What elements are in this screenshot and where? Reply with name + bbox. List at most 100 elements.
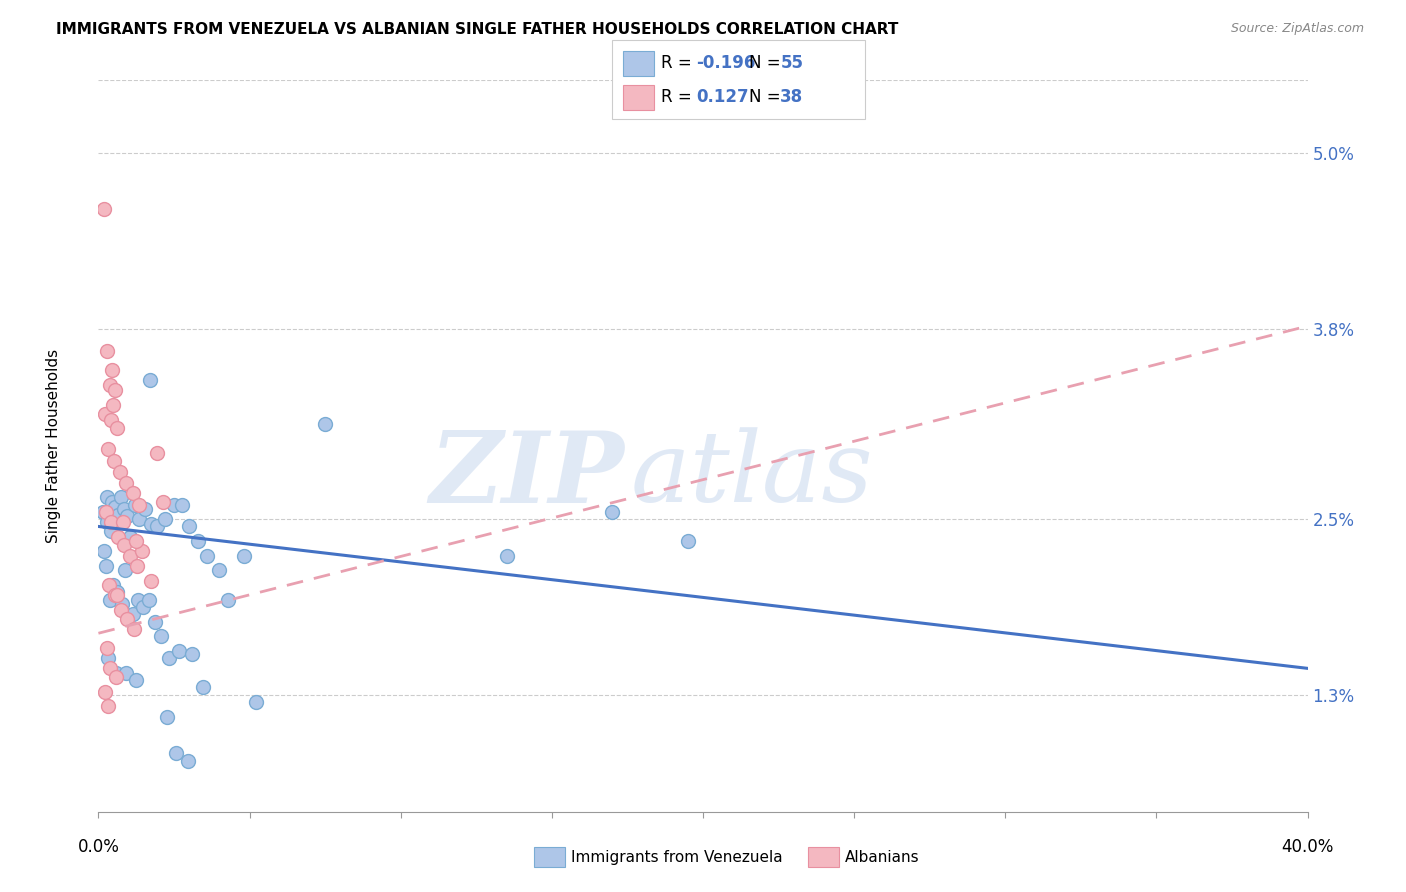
Point bbox=[110, 603, 132, 617]
Point bbox=[105, 588, 128, 602]
Point bbox=[122, 607, 145, 622]
Point bbox=[187, 534, 209, 549]
Point bbox=[153, 512, 176, 526]
Point bbox=[146, 519, 169, 533]
Point bbox=[104, 670, 127, 684]
Point bbox=[94, 558, 117, 573]
Point bbox=[120, 549, 142, 563]
Point bbox=[101, 494, 124, 508]
Point bbox=[124, 498, 146, 512]
Text: 0.127: 0.127 bbox=[696, 88, 748, 106]
Point bbox=[108, 466, 131, 480]
Point bbox=[232, 549, 254, 563]
Point bbox=[131, 544, 153, 558]
Point bbox=[97, 442, 120, 456]
Point bbox=[141, 516, 163, 531]
Point bbox=[96, 343, 118, 358]
Text: Source: ZipAtlas.com: Source: ZipAtlas.com bbox=[1230, 22, 1364, 36]
Point bbox=[98, 661, 121, 675]
Point bbox=[104, 384, 127, 398]
Point bbox=[107, 508, 129, 522]
Point bbox=[195, 549, 218, 563]
Point bbox=[141, 574, 163, 588]
Point bbox=[101, 398, 124, 412]
Point bbox=[107, 530, 129, 544]
Text: N =: N = bbox=[749, 88, 786, 106]
Point bbox=[110, 490, 132, 504]
Point bbox=[98, 578, 121, 592]
Point bbox=[94, 685, 117, 699]
Point bbox=[165, 746, 187, 760]
Point bbox=[132, 599, 155, 614]
Point bbox=[120, 530, 142, 544]
Point bbox=[105, 421, 128, 435]
Text: N =: N = bbox=[749, 54, 786, 72]
Text: Single Father Households: Single Father Households bbox=[46, 349, 60, 543]
Point bbox=[112, 539, 135, 553]
Point bbox=[170, 498, 193, 512]
Point bbox=[104, 588, 127, 602]
Text: 0.0%: 0.0% bbox=[77, 838, 120, 856]
Point bbox=[191, 681, 214, 695]
Point bbox=[101, 578, 124, 592]
Point bbox=[167, 644, 190, 658]
Point bbox=[139, 373, 162, 387]
Point bbox=[115, 509, 138, 524]
Point bbox=[122, 622, 145, 636]
Text: R =: R = bbox=[661, 54, 697, 72]
Point bbox=[105, 585, 128, 599]
Point bbox=[143, 615, 166, 629]
Point bbox=[176, 754, 198, 768]
Point bbox=[495, 549, 517, 563]
Point bbox=[128, 512, 150, 526]
Point bbox=[115, 612, 138, 626]
Point bbox=[127, 558, 149, 573]
Point bbox=[128, 498, 150, 512]
Point bbox=[93, 202, 115, 216]
Point bbox=[91, 505, 114, 519]
Point bbox=[122, 485, 145, 500]
Point bbox=[138, 592, 160, 607]
Point bbox=[112, 515, 135, 529]
Text: IMMIGRANTS FROM VENEZUELA VS ALBANIAN SINGLE FATHER HOUSEHOLDS CORRELATION CHART: IMMIGRANTS FROM VENEZUELA VS ALBANIAN SI… bbox=[56, 22, 898, 37]
Point bbox=[104, 500, 127, 515]
Point bbox=[152, 494, 174, 508]
Text: 38: 38 bbox=[780, 88, 803, 106]
Point bbox=[114, 563, 136, 577]
Point bbox=[115, 665, 138, 680]
Point bbox=[104, 665, 127, 680]
Point bbox=[97, 699, 120, 714]
Point bbox=[217, 592, 239, 607]
Point bbox=[115, 475, 138, 490]
Point bbox=[93, 544, 115, 558]
Point bbox=[98, 592, 121, 607]
Point bbox=[159, 651, 181, 665]
Point bbox=[146, 446, 169, 460]
Text: atlas: atlas bbox=[630, 427, 873, 523]
Point bbox=[245, 695, 267, 709]
Point bbox=[94, 505, 117, 519]
Point bbox=[156, 709, 179, 723]
Point bbox=[179, 519, 201, 533]
Point bbox=[127, 592, 149, 607]
Point bbox=[100, 515, 122, 529]
Point bbox=[125, 673, 148, 687]
Point bbox=[96, 515, 118, 529]
Point bbox=[134, 502, 156, 516]
Point bbox=[96, 490, 118, 504]
Point bbox=[314, 417, 336, 431]
Point bbox=[97, 651, 120, 665]
Text: ZIP: ZIP bbox=[429, 427, 624, 524]
Text: -0.196: -0.196 bbox=[696, 54, 755, 72]
Point bbox=[111, 597, 134, 611]
Text: 55: 55 bbox=[780, 54, 803, 72]
Point bbox=[163, 498, 186, 512]
Point bbox=[602, 505, 624, 519]
Point bbox=[112, 502, 135, 516]
Point bbox=[100, 412, 122, 426]
Point bbox=[676, 534, 699, 549]
Text: Albanians: Albanians bbox=[845, 850, 920, 864]
Point bbox=[150, 629, 173, 643]
Point bbox=[103, 453, 125, 467]
Text: R =: R = bbox=[661, 88, 702, 106]
